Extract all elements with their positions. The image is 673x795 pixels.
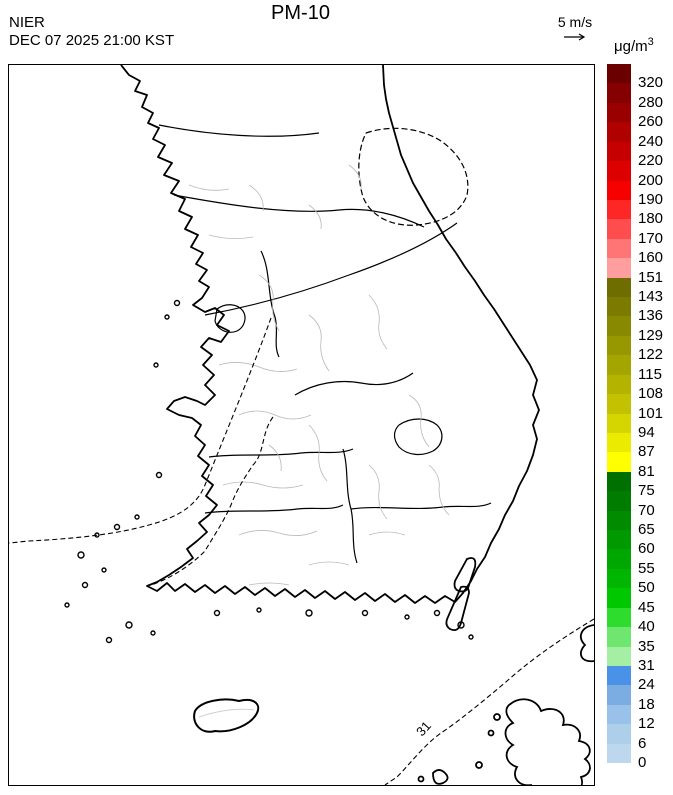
colorbar-cell: [607, 471, 631, 492]
colorbar-cell: [607, 355, 631, 376]
colorbar-tick-label: 143: [638, 288, 664, 305]
colorbar-cell: [607, 83, 631, 104]
colorbar-tick-label: 108: [638, 385, 664, 403]
colorbar-cell: [607, 238, 631, 259]
colorbar-cell: [607, 568, 631, 589]
colorbar-cell: [607, 64, 631, 84]
colorbar-cell: [607, 258, 631, 279]
colorbar-tick-label: 81: [638, 462, 655, 480]
colorbar-cell: [607, 491, 631, 512]
colorbar-cell: [607, 374, 631, 395]
colorbar-tick-label: 6: [638, 734, 647, 752]
colorbar-cell: [607, 704, 631, 725]
colorbar-cell: [607, 297, 631, 317]
colorbar-cell: [607, 510, 631, 531]
colorbar-tick-label: 200: [638, 171, 664, 189]
colorbar-cell: [607, 277, 631, 298]
colorbar-cell: [607, 102, 631, 123]
colorbar-cell: [607, 316, 631, 337]
colorbar-tick-label: 94: [638, 423, 655, 441]
wind-scale-label: 5 m/s: [557, 14, 593, 30]
colorbar-tick-label: 18: [638, 695, 655, 713]
colorbar-tick-label: 160: [638, 249, 664, 267]
colorbar-cell: [607, 588, 631, 609]
colorbar-tick-label: 151: [638, 268, 664, 286]
wind-scale-legend: 5 m/s: [540, 14, 610, 42]
colorbar-tick-label: 101: [638, 404, 664, 422]
units-label: μg/m3: [614, 36, 654, 55]
colorbar-cell: [607, 141, 631, 162]
colorbar-cell: [607, 549, 631, 570]
colorbar-tick-label: 12: [638, 715, 655, 733]
colorbar-tick-label: 170: [638, 229, 664, 247]
colorbar-cell: [607, 180, 631, 201]
colorbar-cell: [607, 724, 631, 745]
colorbar-tick-label: 40: [638, 618, 655, 636]
agency-label: NIER: [9, 14, 45, 31]
colorbar-tick-label: 220: [638, 152, 664, 170]
colorbar-tick-label: 50: [638, 579, 655, 597]
colorbar-cell: [607, 452, 631, 473]
datetime-label: DEC 07 2025 21:00 KST: [9, 32, 175, 49]
colorbar-cell: [607, 743, 631, 764]
colorbar-cell: [607, 199, 631, 220]
concentration-map: 31: [8, 64, 595, 786]
colorbar-cell: [607, 394, 631, 414]
colorbar-tick-label: 280: [638, 93, 664, 111]
colorbar-tick-label: 55: [638, 559, 655, 577]
colorbar-tick-label: 122: [638, 346, 664, 364]
page-title: PM-10: [271, 2, 330, 24]
wind-scale-arrow-icon: [564, 33, 586, 41]
colorbar-tick-label: 129: [638, 326, 664, 344]
colorbar-cell: [607, 685, 631, 706]
colorbar-cell: [607, 413, 631, 434]
colorbar-cell: [607, 627, 631, 647]
colorbar-cell: [607, 665, 631, 686]
colorbar-cell: [607, 335, 631, 356]
colorbar-cell: [607, 607, 631, 628]
colorbar-cell: [607, 432, 631, 453]
colorbar-cell: [607, 161, 631, 181]
colorbar-tick-label: 45: [638, 598, 655, 616]
colorbar-tick-label: 190: [638, 190, 664, 208]
colorbar-tick-label: 240: [638, 132, 664, 150]
wind-vectors-canvas: [9, 65, 594, 785]
colorbar: [607, 64, 631, 764]
colorbar-cell: [607, 122, 631, 143]
colorbar-tick-label: 60: [638, 540, 655, 558]
colorbar-cell: [607, 530, 631, 550]
colorbar-tick-label: 136: [638, 307, 664, 325]
colorbar-cell: [607, 219, 631, 240]
colorbar-tick-label: 87: [638, 443, 655, 461]
colorbar-tick-label: 65: [638, 521, 655, 538]
colorbar-tick-label: 75: [638, 482, 655, 500]
colorbar-tick-label: 35: [638, 637, 655, 655]
colorbar-tick-label: 24: [638, 676, 655, 694]
colorbar-tick-label: 31: [638, 656, 655, 674]
colorbar-tick-label: 320: [638, 74, 664, 92]
colorbar-cell: [607, 646, 631, 667]
colorbar-tick-label: 260: [638, 113, 664, 131]
colorbar-tick-label: 115: [638, 365, 662, 383]
colorbar-tick-label: 70: [638, 501, 655, 519]
colorbar-tick-label: 0: [638, 754, 647, 771]
colorbar-tick-label: 180: [638, 210, 664, 228]
